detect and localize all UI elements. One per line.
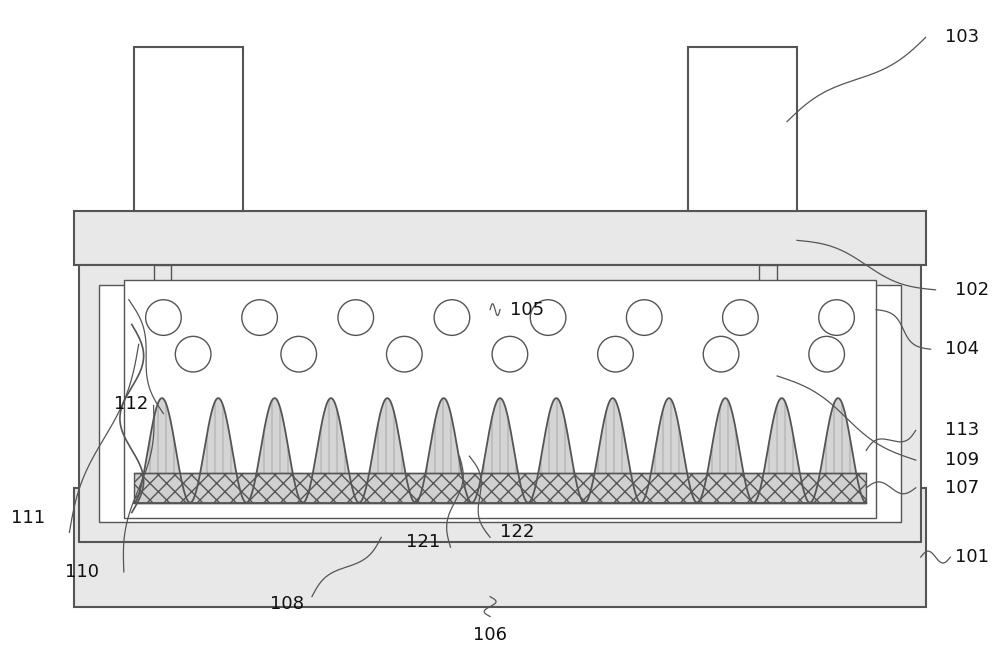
Bar: [124, 280, 876, 518]
Text: 112: 112: [114, 394, 149, 413]
Text: 107: 107: [945, 479, 980, 497]
Bar: [386, 456, 533, 484]
Text: 108: 108: [270, 595, 304, 613]
Bar: [154, 265, 171, 488]
Bar: [134, 48, 243, 211]
Text: 101: 101: [955, 548, 989, 566]
Text: 102: 102: [955, 281, 989, 299]
Text: 111: 111: [11, 509, 45, 527]
Text: 113: 113: [945, 421, 980, 439]
Text: 106: 106: [473, 627, 507, 644]
Text: 110: 110: [65, 563, 99, 581]
Text: 121: 121: [406, 533, 441, 551]
Bar: [79, 265, 921, 542]
Bar: [74, 211, 926, 265]
Bar: [74, 488, 926, 606]
Text: 109: 109: [945, 451, 980, 469]
Bar: [99, 285, 901, 522]
Bar: [688, 48, 797, 211]
Text: 105: 105: [510, 301, 544, 319]
Text: 103: 103: [945, 29, 980, 46]
Bar: [759, 265, 777, 488]
Text: 122: 122: [500, 524, 534, 541]
Bar: [134, 473, 866, 503]
Text: 104: 104: [945, 340, 980, 358]
